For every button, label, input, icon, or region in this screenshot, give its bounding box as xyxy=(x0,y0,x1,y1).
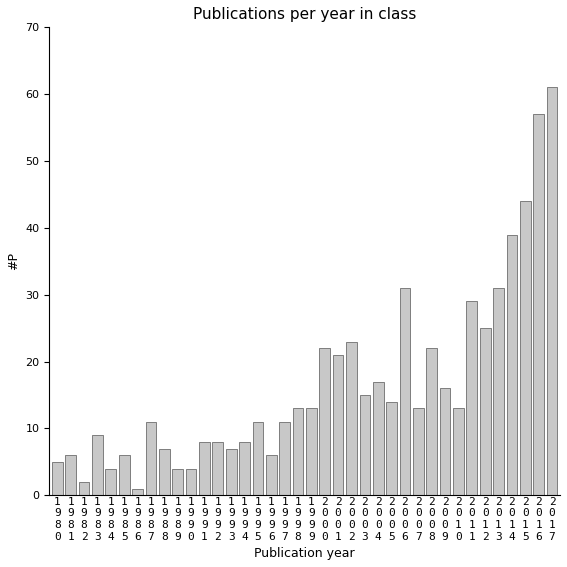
Bar xyxy=(119,455,130,496)
Bar xyxy=(105,468,116,496)
Bar xyxy=(400,288,411,496)
Bar xyxy=(92,435,103,496)
Bar xyxy=(79,482,90,496)
Bar xyxy=(467,302,477,496)
Bar xyxy=(520,201,531,496)
Bar xyxy=(413,408,424,496)
Bar xyxy=(172,468,183,496)
Bar xyxy=(534,114,544,496)
Bar xyxy=(266,455,277,496)
X-axis label: Publication year: Publication year xyxy=(255,547,355,560)
Bar xyxy=(146,422,156,496)
Bar xyxy=(52,462,63,496)
Bar xyxy=(547,87,557,496)
Bar xyxy=(373,382,384,496)
Bar xyxy=(319,348,330,496)
Bar xyxy=(159,448,170,496)
Bar xyxy=(333,355,344,496)
Bar xyxy=(386,401,397,496)
Bar xyxy=(280,422,290,496)
Bar xyxy=(359,395,370,496)
Bar xyxy=(213,442,223,496)
Bar xyxy=(293,408,303,496)
Bar xyxy=(239,442,250,496)
Bar xyxy=(186,468,196,496)
Bar xyxy=(199,442,210,496)
Bar xyxy=(306,408,317,496)
Bar xyxy=(506,235,517,496)
Bar xyxy=(132,489,143,496)
Bar xyxy=(493,288,504,496)
Y-axis label: #P: #P xyxy=(7,252,20,270)
Bar xyxy=(252,422,263,496)
Bar xyxy=(440,388,450,496)
Bar xyxy=(65,455,76,496)
Bar xyxy=(426,348,437,496)
Bar xyxy=(453,408,464,496)
Bar xyxy=(346,341,357,496)
Bar xyxy=(480,328,490,496)
Bar xyxy=(226,448,236,496)
Title: Publications per year in class: Publications per year in class xyxy=(193,7,416,22)
